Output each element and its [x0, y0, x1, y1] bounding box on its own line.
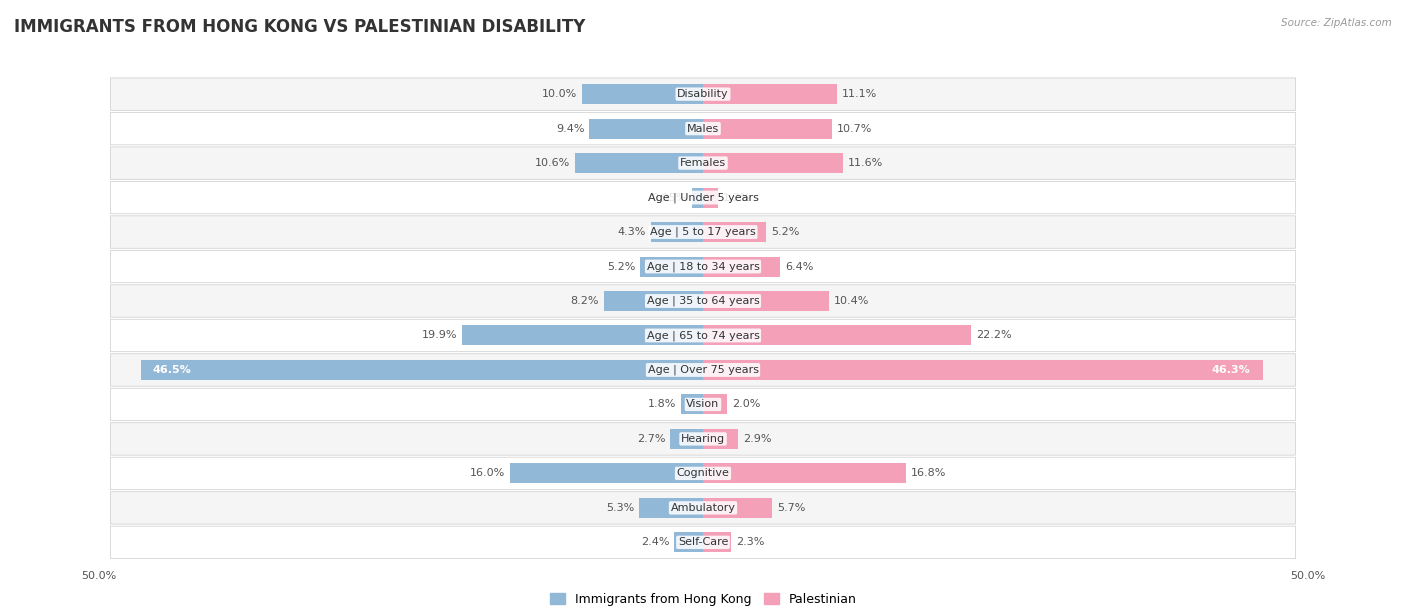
- Text: Age | 5 to 17 years: Age | 5 to 17 years: [650, 227, 756, 237]
- FancyBboxPatch shape: [111, 250, 1295, 283]
- FancyBboxPatch shape: [111, 423, 1295, 455]
- Text: Age | Under 5 years: Age | Under 5 years: [648, 192, 758, 203]
- Bar: [638, 498, 703, 518]
- Text: 1.8%: 1.8%: [648, 400, 676, 409]
- Text: 10.7%: 10.7%: [837, 124, 873, 133]
- Bar: [703, 429, 738, 449]
- Text: Hearing: Hearing: [681, 434, 725, 444]
- Bar: [589, 119, 703, 138]
- Bar: [575, 153, 703, 173]
- FancyBboxPatch shape: [111, 216, 1295, 248]
- Text: Age | 35 to 64 years: Age | 35 to 64 years: [647, 296, 759, 306]
- Bar: [673, 532, 703, 553]
- Text: 11.6%: 11.6%: [848, 158, 883, 168]
- Text: 8.2%: 8.2%: [571, 296, 599, 306]
- Text: 2.3%: 2.3%: [735, 537, 763, 547]
- Text: Vision: Vision: [686, 400, 720, 409]
- Bar: [703, 463, 905, 483]
- Text: 10.0%: 10.0%: [541, 89, 578, 99]
- Text: 5.2%: 5.2%: [770, 227, 799, 237]
- Text: 10.4%: 10.4%: [834, 296, 869, 306]
- Text: 10.6%: 10.6%: [534, 158, 569, 168]
- FancyBboxPatch shape: [111, 319, 1295, 352]
- FancyBboxPatch shape: [111, 78, 1295, 110]
- Bar: [703, 222, 766, 242]
- Bar: [703, 187, 717, 207]
- Bar: [703, 326, 972, 346]
- Text: 5.2%: 5.2%: [607, 261, 636, 272]
- Text: IMMIGRANTS FROM HONG KONG VS PALESTINIAN DISABILITY: IMMIGRANTS FROM HONG KONG VS PALESTINIAN…: [14, 18, 585, 36]
- Bar: [640, 256, 703, 277]
- Text: 16.8%: 16.8%: [911, 468, 946, 479]
- Legend: Immigrants from Hong Kong, Palestinian: Immigrants from Hong Kong, Palestinian: [544, 588, 862, 611]
- Bar: [692, 187, 703, 207]
- Bar: [703, 153, 844, 173]
- Text: 1.2%: 1.2%: [723, 193, 751, 203]
- Text: 46.5%: 46.5%: [153, 365, 191, 375]
- Text: 2.0%: 2.0%: [733, 400, 761, 409]
- Text: 4.3%: 4.3%: [617, 227, 647, 237]
- FancyBboxPatch shape: [111, 388, 1295, 420]
- FancyBboxPatch shape: [111, 526, 1295, 559]
- Text: 5.3%: 5.3%: [606, 503, 634, 513]
- FancyBboxPatch shape: [111, 113, 1295, 145]
- Bar: [651, 222, 703, 242]
- FancyBboxPatch shape: [111, 491, 1295, 524]
- Text: 19.9%: 19.9%: [422, 330, 457, 340]
- Text: 22.2%: 22.2%: [976, 330, 1012, 340]
- Text: Cognitive: Cognitive: [676, 468, 730, 479]
- Bar: [703, 498, 772, 518]
- Bar: [582, 84, 703, 104]
- FancyBboxPatch shape: [111, 147, 1295, 179]
- Bar: [671, 429, 703, 449]
- Bar: [703, 291, 828, 311]
- FancyBboxPatch shape: [111, 354, 1295, 386]
- Text: 11.1%: 11.1%: [842, 89, 877, 99]
- Text: Age | Over 75 years: Age | Over 75 years: [648, 365, 758, 375]
- Bar: [703, 256, 780, 277]
- Text: Ambulatory: Ambulatory: [671, 503, 735, 513]
- Text: 0.95%: 0.95%: [651, 193, 686, 203]
- Text: Age | 18 to 34 years: Age | 18 to 34 years: [647, 261, 759, 272]
- Bar: [703, 395, 727, 414]
- FancyBboxPatch shape: [111, 181, 1295, 214]
- Text: 2.4%: 2.4%: [641, 537, 669, 547]
- Bar: [509, 463, 703, 483]
- Bar: [703, 84, 837, 104]
- Text: 2.7%: 2.7%: [637, 434, 665, 444]
- Bar: [703, 119, 832, 138]
- Bar: [682, 395, 703, 414]
- Text: 16.0%: 16.0%: [470, 468, 505, 479]
- Text: Males: Males: [688, 124, 718, 133]
- Text: 2.9%: 2.9%: [742, 434, 772, 444]
- Bar: [703, 532, 731, 553]
- Text: 46.3%: 46.3%: [1212, 365, 1251, 375]
- Bar: [603, 291, 703, 311]
- Text: 6.4%: 6.4%: [785, 261, 814, 272]
- Text: Disability: Disability: [678, 89, 728, 99]
- FancyBboxPatch shape: [111, 285, 1295, 317]
- Bar: [703, 360, 1263, 380]
- Text: Age | 65 to 74 years: Age | 65 to 74 years: [647, 330, 759, 341]
- Text: Source: ZipAtlas.com: Source: ZipAtlas.com: [1281, 18, 1392, 28]
- Text: Females: Females: [681, 158, 725, 168]
- Bar: [141, 360, 703, 380]
- Text: 5.7%: 5.7%: [776, 503, 806, 513]
- Text: Self-Care: Self-Care: [678, 537, 728, 547]
- Text: 9.4%: 9.4%: [555, 124, 585, 133]
- Bar: [463, 326, 703, 346]
- FancyBboxPatch shape: [111, 457, 1295, 490]
